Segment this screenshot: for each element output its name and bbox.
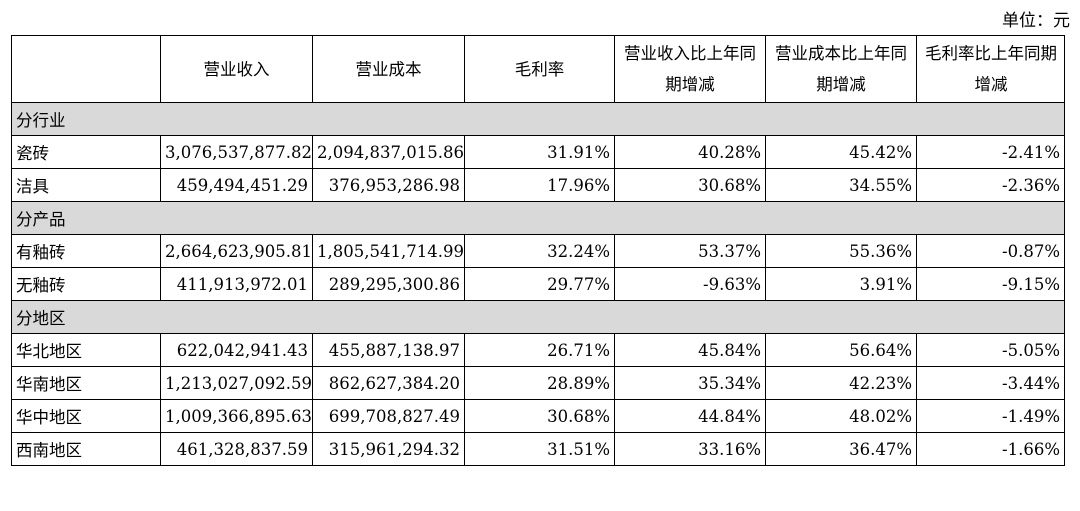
table-cell: 53.37% <box>614 234 766 268</box>
table-cell: 40.28% <box>614 135 766 169</box>
table-cell: 2,664,623,905.81 <box>160 234 313 268</box>
row-label: 洁具 <box>11 168 161 202</box>
table-cell: 411,913,972.01 <box>160 267 313 301</box>
section-title: 分行业 <box>11 102 1065 136</box>
table-cell: 1,213,027,092.59 <box>160 366 313 400</box>
table-cell: 3.91% <box>765 267 917 301</box>
row-label: 无釉砖 <box>11 267 161 301</box>
table-cell: 48.02% <box>765 399 917 433</box>
unit-label: 单位：元 <box>1002 11 1070 31</box>
row-label: 华北地区 <box>11 333 161 367</box>
table-cell: -2.36% <box>916 168 1065 202</box>
table-cell: 31.91% <box>464 135 615 169</box>
table-cell: 459,494,451.29 <box>160 168 313 202</box>
table-row: 华北地区 622,042,941.43 455,887,138.97 26.71% 45… <box>11 333 1065 367</box>
table-cell: 33.16% <box>614 432 766 466</box>
section-row: 分地区 <box>11 300 1065 334</box>
header-cell: 营业收入 <box>160 35 313 103</box>
table-row: 无釉砖 411,913,972.01 289,295,300.86 29.77% -9.… <box>11 267 1065 301</box>
table-cell: 29.77% <box>464 267 615 301</box>
table-row: 洁具 459,494,451.29 376,953,286.98 17.96% 30.6… <box>11 168 1065 202</box>
table-row: 瓷砖 3,076,537,877.82 2,094,837,015.86 31.91%… <box>11 135 1065 169</box>
header-cell: 营业成本比上年同期增减 <box>765 35 917 103</box>
table-cell: 3,076,537,877.82 <box>160 135 313 169</box>
row-label: 瓷砖 <box>11 135 161 169</box>
table-cell: 699,708,827.49 <box>312 399 465 433</box>
table-cell: 45.42% <box>765 135 917 169</box>
table-cell: 17.96% <box>464 168 615 202</box>
table-cell: 55.36% <box>765 234 917 268</box>
section-title: 分地区 <box>11 300 1065 334</box>
header-cell <box>11 35 161 103</box>
table-row: 西南地区 461,328,837.59 315,961,294.32 31.51% 33… <box>11 432 1065 466</box>
table-cell: 1,009,366,895.63 <box>160 399 313 433</box>
row-label: 有釉砖 <box>11 234 161 268</box>
table-cell: 289,295,300.86 <box>312 267 465 301</box>
table-cell: 1,805,541,714.99 <box>312 234 465 268</box>
table-cell: 2,094,837,015.86 <box>312 135 465 169</box>
table-cell: 376,953,286.98 <box>312 168 465 202</box>
table-cell: 30.68% <box>614 168 766 202</box>
table-cell: -5.05% <box>916 333 1065 367</box>
table-cell: 35.34% <box>614 366 766 400</box>
table-cell: 26.71% <box>464 333 615 367</box>
header-cell: 营业收入比上年同期增减 <box>614 35 766 103</box>
table-cell: 56.64% <box>765 333 917 367</box>
table-cell: -9.63% <box>614 267 766 301</box>
table-cell: 44.84% <box>614 399 766 433</box>
row-label: 西南地区 <box>11 432 161 466</box>
table-cell: -0.87% <box>916 234 1065 268</box>
table-cell: 32.24% <box>464 234 615 268</box>
table-cell: 36.47% <box>765 432 917 466</box>
table-cell: 34.55% <box>765 168 917 202</box>
table-cell: -1.49% <box>916 399 1065 433</box>
row-label: 华南地区 <box>11 366 161 400</box>
table-row: 华南地区 1,213,027,092.59 862,627,384.20 28.89%… <box>11 366 1065 400</box>
row-label: 华中地区 <box>11 399 161 433</box>
table-cell: 862,627,384.20 <box>312 366 465 400</box>
header-cell: 营业成本 <box>312 35 465 103</box>
table-cell: 622,042,941.43 <box>160 333 313 367</box>
section-title: 分产品 <box>11 201 1065 235</box>
table-cell: 42.23% <box>765 366 917 400</box>
table-cell: 315,961,294.32 <box>312 432 465 466</box>
table-cell: 31.51% <box>464 432 615 466</box>
financial-table: 营业收入 营业成本 毛利率 营业收入比上年同期增减 营业成本比上年同期增减 毛利… <box>11 35 1065 466</box>
section-row: 分产品 <box>11 201 1065 235</box>
header-cell: 毛利率 <box>464 35 615 103</box>
table-row: 华中地区 1,009,366,895.63 699,708,827.49 30.68%… <box>11 399 1065 433</box>
table-cell: 28.89% <box>464 366 615 400</box>
table-cell: -9.15% <box>916 267 1065 301</box>
table-cell: -1.66% <box>916 432 1065 466</box>
table-cell: 455,887,138.97 <box>312 333 465 367</box>
table-cell: -3.44% <box>916 366 1065 400</box>
header-cell: 毛利率比上年同期增减 <box>916 35 1065 103</box>
table-row: 有釉砖 2,664,623,905.81 1,805,541,714.99 32.24… <box>11 234 1065 268</box>
table-cell: 30.68% <box>464 399 615 433</box>
table-cell: 461,328,837.59 <box>160 432 313 466</box>
section-row: 分行业 <box>11 102 1065 136</box>
table-cell: 45.84% <box>614 333 766 367</box>
table-cell: -2.41% <box>916 135 1065 169</box>
header-row: 营业收入 营业成本 毛利率 营业收入比上年同期增减 营业成本比上年同期增减 毛利… <box>11 35 1065 103</box>
